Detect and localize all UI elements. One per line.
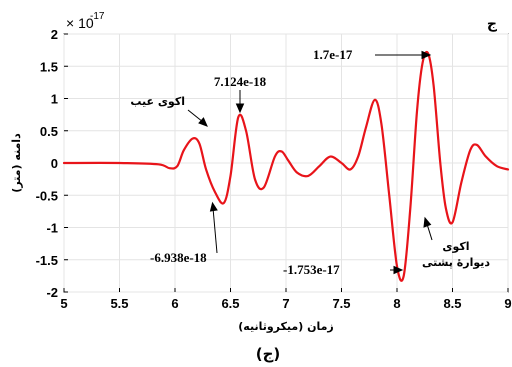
y-tick-label: -0.5	[36, 188, 58, 203]
annotation-defect-echo: اکوی عیب	[130, 95, 185, 108]
annotation-trough-defect: -6.938e-18	[150, 250, 207, 265]
x-tick-label: 8	[393, 296, 400, 311]
x-tick-label: 5	[60, 296, 67, 311]
y-multiplier: × 10	[66, 15, 94, 31]
y-tick-label: -1	[46, 221, 58, 236]
y-axis-label: دامنه (متر)	[10, 133, 23, 193]
series-line	[62, 50, 510, 282]
panel-letter: ج	[487, 16, 498, 32]
x-tick-label: 8.5	[443, 296, 461, 311]
annotation-peak-defect: 7.124e-18	[214, 74, 267, 89]
annotation-trough-min: -1.753e-17	[283, 262, 340, 277]
y-tick-label: 0.5	[40, 124, 58, 139]
x-tick-label: 9	[504, 296, 511, 311]
y-tick-label: 0	[51, 156, 58, 171]
y-tick-label: 1	[51, 92, 58, 107]
x-tick-label: 7.5	[332, 296, 350, 311]
y-tick-label: -2	[46, 285, 58, 300]
annotation-backwall-echo-1: اکوی	[442, 240, 469, 253]
x-tick-label: 6.5	[221, 296, 239, 311]
y-tick-label: 2	[51, 27, 58, 42]
y-tick-label: 1.5	[40, 59, 58, 74]
axis-ticks: 5 5.5 6 6.5 7 7.5 8 8.5 9 2 1.5 1 0.5 0 -0.5 -1 -1.5 -2	[36, 27, 512, 311]
x-axis-label: زمان (میکروثانیه)	[238, 320, 333, 333]
x-tick-label: 6	[171, 296, 178, 311]
annotation-backwall-echo-2: دیوارهٔ پشتی	[422, 256, 490, 269]
x-tick-label: 7	[282, 296, 289, 311]
x-tick-label: 5.5	[110, 296, 128, 311]
y-tick-label: -1.5	[36, 253, 58, 268]
figure-caption: (ج)	[256, 345, 281, 363]
y-exponent: -17	[90, 11, 105, 22]
annotation-peak-max: 1.7e-17	[313, 47, 353, 62]
annotation-arrows	[187, 50, 433, 275]
